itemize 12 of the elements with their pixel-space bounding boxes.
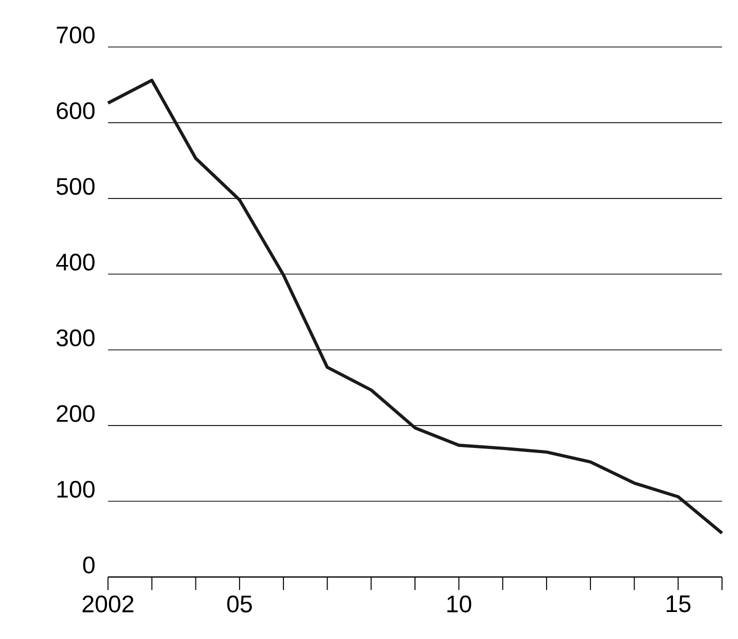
x-tick-label: 10	[447, 596, 472, 612]
y-tick-label: 300	[56, 329, 95, 346]
x-tick-label: 05	[227, 596, 252, 612]
y-tick-label: 600	[56, 102, 95, 120]
x-tick-label: 15	[666, 596, 690, 612]
x-tick-label: 2002	[82, 596, 134, 612]
y-tick-label: 500	[56, 178, 95, 195]
y-tick-label: 0	[83, 556, 95, 574]
y-tick-label: 100	[57, 480, 95, 498]
y-tick-label: 700	[56, 26, 95, 44]
y-tick-label: 200	[56, 405, 95, 422]
y-tick-label: 400	[56, 254, 95, 271]
